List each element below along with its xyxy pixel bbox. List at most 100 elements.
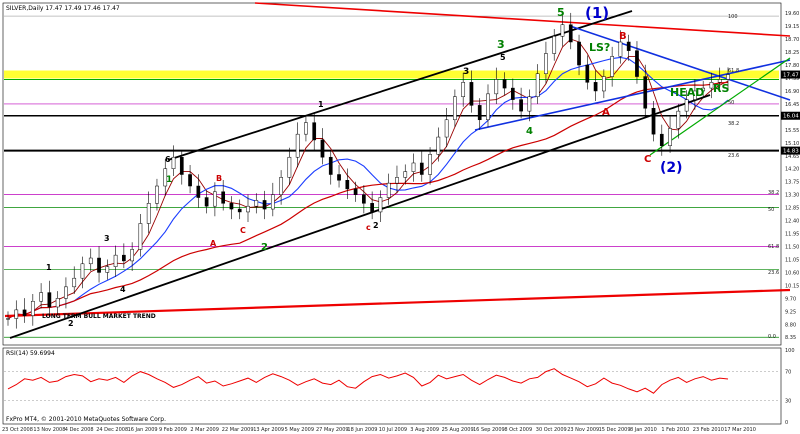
candle-body-23 [196, 185, 201, 198]
candle-body-41 [345, 180, 350, 190]
axes: 19.60 19.15 18.70 18.25 17.80 17.35 16.90 16.45… [2, 11, 800, 433]
candle-body-6 [55, 298, 60, 308]
candle-body-9 [80, 263, 85, 279]
channel-upper-line [167, 10, 633, 161]
rising-support-line [649, 57, 791, 156]
wave-label-21: A [602, 107, 610, 118]
x-tick-12: 10 Jul 2009 [379, 427, 407, 433]
price-tick-21: 10.15 [785, 283, 799, 289]
candle-body-4 [39, 292, 43, 302]
fib-right-1: 61.8 [728, 68, 739, 74]
price-tick-0: 19.60 [785, 11, 799, 17]
candle-body-43 [362, 194, 366, 204]
candle-body-76 [635, 50, 639, 77]
candle-body-37 [312, 122, 317, 141]
candlesticks [6, 12, 730, 329]
candle-body-75 [626, 41, 631, 51]
wave-label-2: 3 [104, 234, 110, 243]
price-panel-frame [2, 2, 782, 346]
x-tick-4: 16 Jan 2009 [128, 427, 158, 433]
wave-label-5: 6 [165, 155, 171, 164]
moving-averages [7, 38, 729, 320]
candle-body-56 [469, 82, 474, 106]
x-tick-9: 5 May 2009 [285, 427, 314, 433]
price-tick-24: 8.80 [785, 322, 796, 328]
candle-body-48 [403, 171, 408, 178]
fib-mid-3: 23.6 [768, 270, 779, 276]
x-tick-1: 13 Nov 2008 [33, 427, 65, 433]
wave-label-13: 3 [463, 67, 469, 77]
rsi-tick-0: 100 [785, 348, 795, 354]
price-tick-14: 13.30 [785, 193, 799, 199]
wave-label-16: 4 [526, 126, 533, 137]
x-tick-18: 23 Nov 2009 [567, 427, 599, 433]
candle-body-35 [295, 133, 300, 158]
price-tick-10: 15.10 [785, 141, 799, 147]
candle-body-3 [30, 300, 35, 316]
x-tick-16: 8 Oct 2009 [504, 427, 532, 433]
rsi-tick-2: 30 [785, 398, 791, 404]
candle-body-72 [602, 76, 606, 92]
candle-body-15 [130, 249, 134, 262]
candle-body-59 [494, 79, 499, 95]
wave-label-11: c [366, 223, 371, 232]
ma-fast-line [7, 38, 729, 319]
price-tick-7: 16.45 [785, 102, 799, 108]
rsi-tick-3: 0 [785, 420, 788, 426]
candle-body-18 [155, 185, 159, 204]
candle-body-65 [544, 53, 548, 74]
price-tick-25: 8.35 [785, 335, 796, 341]
price-tick-22: 9.70 [785, 296, 796, 302]
upper-resistance-line [254, 2, 791, 37]
price-tick-18: 11.50 [785, 245, 799, 251]
candle-body-80 [668, 128, 672, 146]
candle-body-29 [246, 205, 250, 213]
candle-body-55 [461, 82, 466, 97]
candle-body-46 [386, 182, 391, 198]
fib-mid-4: 0.0 [768, 334, 776, 340]
candle-body-50 [419, 162, 424, 175]
candle-body-5 [47, 292, 52, 308]
candle-body-38 [320, 139, 325, 158]
candle-body-39 [328, 156, 333, 175]
candle-body-7 [64, 286, 68, 299]
candle-body-57 [477, 105, 482, 121]
chart-title: SILVER,Daily 17.47 17.49 17.46 17.47 [6, 5, 120, 12]
wave-label-7: B [216, 174, 222, 183]
candle-body-24 [204, 197, 209, 207]
candle-body-52 [436, 136, 441, 155]
candle-body-87 [726, 74, 730, 80]
fib-right-0: 100 [728, 14, 738, 20]
price-tick-16: 12.40 [785, 219, 799, 225]
fib-right-2: 50 [728, 100, 734, 106]
candle-body-86 [717, 79, 722, 83]
candle-body-20 [171, 156, 176, 169]
fib-right-3: 38.2 [728, 121, 739, 127]
wave-label-25: (2) [660, 160, 683, 176]
fib-mid-1: 50 [768, 207, 774, 213]
long-term-trendline [4, 288, 791, 318]
wave-label-15: 3 [497, 38, 505, 51]
price-tag-bg-0 [781, 70, 800, 79]
candle-body-82 [684, 99, 689, 112]
candle-body-66 [552, 35, 557, 54]
ma-mid-line [7, 56, 729, 319]
price-tag-text-0: 17.47 [783, 73, 799, 79]
rsi-line [7, 368, 729, 394]
candle-body-63 [527, 96, 532, 112]
candle-body-67 [560, 24, 565, 37]
candle-body-84 [701, 87, 706, 92]
price-tick-9: 15.55 [785, 128, 799, 134]
candle-body-13 [113, 254, 118, 267]
wave-label-22: HEAD [670, 86, 704, 99]
price-tick-13: 13.75 [785, 180, 799, 186]
candle-body-27 [229, 203, 234, 210]
candle-body-58 [486, 93, 490, 121]
price-tag-text-1: 16.04 [783, 114, 799, 120]
candle-body-70 [585, 64, 590, 83]
wave-label-20: B [619, 31, 627, 42]
candle-body-8 [72, 277, 77, 288]
price-tick-17: 11.95 [785, 232, 799, 238]
price-tag-bg-1 [781, 111, 800, 120]
